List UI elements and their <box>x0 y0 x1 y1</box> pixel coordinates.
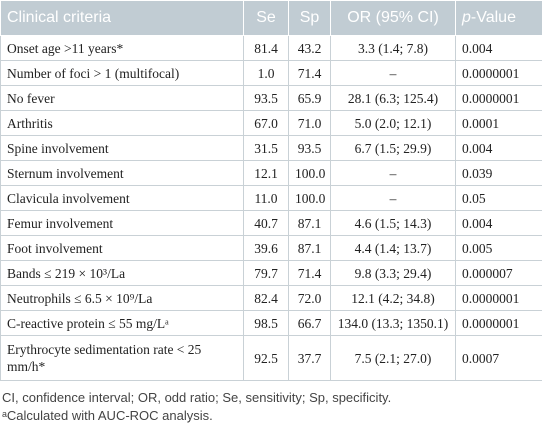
table-cell: Onset age >11 years* <box>0 35 244 61</box>
table-row: No fever 93.5 65.9 28.1 (6.3; 125.4) 0.00000… <box>0 85 542 111</box>
table-cell: 43.2 <box>288 35 331 61</box>
table-cell: 6.7 (1.5; 29.9) <box>330 135 456 161</box>
table-cell: 93.5 <box>243 85 289 111</box>
table-row: C-reactive protein ≤ 55 mg/Lᵃ 98.5 66.7 134… <box>0 310 542 336</box>
table-cell: 67.0 <box>243 110 289 136</box>
table-cell: Neutrophils ≤ 6.5 × 10⁹/La <box>0 285 244 311</box>
table-cell: 37.7 <box>288 335 331 381</box>
table-cell: 71.0 <box>288 110 331 136</box>
table-cell: Spine involvement <box>0 135 244 161</box>
table-body: Onset age >11 years* 81.4 43.2 3.3 (1.4; 7.… <box>0 35 542 381</box>
table-row: Onset age >11 years* 81.4 43.2 3.3 (1.4; 7.… <box>0 35 542 61</box>
table-cell: 82.4 <box>243 285 289 311</box>
table-cell: 66.7 <box>288 310 331 336</box>
table-cell: 0.0000001 <box>455 60 542 86</box>
footnote: CI, confidence interval; OR, odd ratio; … <box>2 390 392 405</box>
table-cell: 9.8 (3.3; 29.4) <box>330 260 456 286</box>
table-cell: 65.9 <box>288 85 331 111</box>
table-cell: 72.0 <box>288 285 331 311</box>
table-cell: 12.1 (4.2; 34.8) <box>330 285 456 311</box>
header-row: Clinical criteria Se Sp OR (95% CI) p-Value <box>0 0 542 36</box>
table-cell: 4.4 (1.4; 13.7) <box>330 235 456 261</box>
table-cell: 31.5 <box>243 135 289 161</box>
table-cell: 0.0001 <box>455 110 542 136</box>
table-cell: 71.4 <box>288 60 331 86</box>
header-cell: Sp <box>288 0 331 36</box>
table-cell: – <box>330 60 456 86</box>
table-cell: 92.5 <box>243 335 289 381</box>
table-cell: 11.0 <box>243 185 289 211</box>
table-cell: 134.0 (13.3; 1350.1) <box>330 310 456 336</box>
table-cell: 0.0000001 <box>455 285 542 311</box>
table-cell: Erythrocyte sedimentation rate < 25 mm/h… <box>0 335 244 381</box>
table-cell: Clavicula involvement <box>0 185 244 211</box>
table-cell: Arthritis <box>0 110 244 136</box>
table-cell: 100.0 <box>288 185 331 211</box>
table-cell: No fever <box>0 85 244 111</box>
table-cell: 0.004 <box>455 135 542 161</box>
table-cell: 5.0 (2.0; 12.1) <box>330 110 456 136</box>
table-cell: 0.0000001 <box>455 310 542 336</box>
table-row: Clavicula involvement 11.0 100.0–0.05 <box>0 185 542 211</box>
table-cell: Bands ≤ 219 × 10³/La <box>0 260 244 286</box>
table-cell: 0.05 <box>455 185 542 211</box>
footnotes: CI, confidence interval; OR, odd ratio; … <box>0 381 542 425</box>
footnote: ᵃCalculated with AUC-ROC analysis. <box>2 408 213 423</box>
table-cell: 0.0007 <box>455 335 542 381</box>
table-row: Erythrocyte sedimentation rate < 25 mm/h… <box>0 335 542 381</box>
table-cell: 3.3 (1.4; 7.8) <box>330 35 456 61</box>
table-cell: 0.004 <box>455 35 542 61</box>
table-cell: 12.1 <box>243 160 289 186</box>
table-cell: 98.5 <box>243 310 289 336</box>
header-cell: p-Value <box>455 0 542 36</box>
table-cell: – <box>330 185 456 211</box>
table-cell: – <box>330 160 456 186</box>
table-cell: 71.4 <box>288 260 331 286</box>
table-cell: 40.7 <box>243 210 289 236</box>
table-cell: C-reactive protein ≤ 55 mg/Lᵃ <box>0 310 244 336</box>
table-cell: 100.0 <box>288 160 331 186</box>
table-cell: 0.005 <box>455 235 542 261</box>
table-cell: 28.1 (6.3; 125.4) <box>330 85 456 111</box>
table-cell: 4.6 (1.5; 14.3) <box>330 210 456 236</box>
table-row: Foot involvement 39.6 87.1 4.4 (1.4; 13.7) 0… <box>0 235 542 261</box>
table-cell: Foot involvement <box>0 235 244 261</box>
header-cell: Clinical criteria <box>0 0 244 36</box>
table-cell: 0.004 <box>455 210 542 236</box>
table-cell: 7.5 (2.1; 27.0) <box>330 335 456 381</box>
table-cell: 39.6 <box>243 235 289 261</box>
table-row: Femur involvement 40.7 87.1 4.6 (1.5; 14.3)… <box>0 210 542 236</box>
table-cell: 79.7 <box>243 260 289 286</box>
table-cell: Number of foci > 1 (multifocal) <box>0 60 244 86</box>
table-cell: 0.000007 <box>455 260 542 286</box>
table-cell: 0.0000001 <box>455 85 542 111</box>
table-cell: 81.4 <box>243 35 289 61</box>
table-row: Sternum involvement 12.1 100.0–0.039 <box>0 160 542 186</box>
table-cell: 93.5 <box>288 135 331 161</box>
table-cell: 87.1 <box>288 235 331 261</box>
table-cell: 1.0 <box>243 60 289 86</box>
table-cell: Sternum involvement <box>0 160 244 186</box>
header-cell: OR (95% CI) <box>330 0 456 36</box>
table-cell: Femur involvement <box>0 210 244 236</box>
table-row: Bands ≤ 219 × 10³/La 79.7 71.4 9.8 (3.3; 29… <box>0 260 542 286</box>
table-row: Arthritis 67.0 71.0 5.0 (2.0; 12.1) 0.0001 <box>0 110 542 136</box>
table-row: Spine involvement 31.5 93.5 6.7 (1.5; 29.9)… <box>0 135 542 161</box>
header-cell: Se <box>243 0 289 36</box>
criteria-table: Clinical criteria Se Sp OR (95% CI) p-Value … <box>0 0 542 381</box>
table-cell: 87.1 <box>288 210 331 236</box>
table-cell: 0.039 <box>455 160 542 186</box>
table-row: Neutrophils ≤ 6.5 × 10⁹/La 82.4 72.0 12.1 (… <box>0 285 542 311</box>
table-row: Number of foci > 1 (multifocal) 1.0 71.4–0… <box>0 60 542 86</box>
